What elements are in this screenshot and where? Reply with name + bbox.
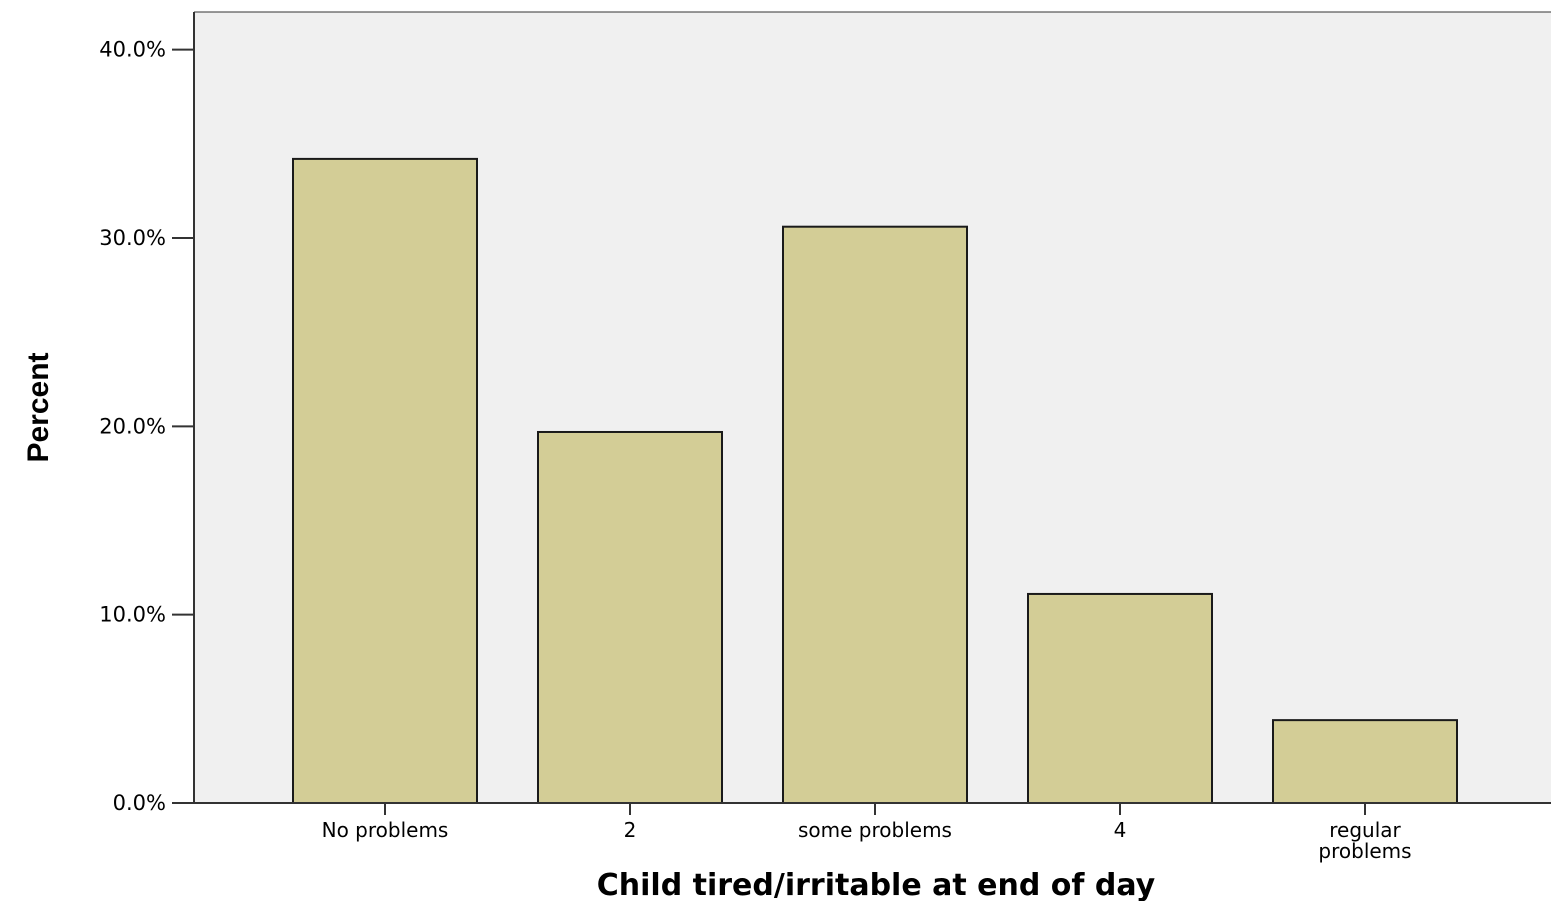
y-tick-label: 0.0% (113, 791, 166, 815)
x-tick-label: No problems (322, 818, 449, 842)
bar-2 (782, 225, 968, 804)
y-tick-label: 10.0% (99, 603, 166, 627)
bar-1 (537, 430, 723, 804)
x-ticks-group: No problems 2 some problems 4 regular problem… (322, 803, 1412, 863)
bar-0 (292, 157, 478, 804)
bar-3 (1027, 592, 1213, 805)
y-ticks-group: 0.0% 10.0% 20.0% 30.0% 40.0% (99, 38, 194, 815)
bar-4 (1272, 719, 1458, 805)
x-tick-label: regular problems (1318, 818, 1411, 863)
x-tick-label: some problems (798, 818, 952, 842)
x-tick-label: 2 (624, 818, 637, 842)
axes-group (193, 11, 1551, 804)
x-axis-label: Child tired/irritable at end of day (597, 868, 1156, 901)
y-axis-label: Percent (22, 352, 55, 462)
y-tick-label: 30.0% (99, 226, 166, 250)
x-tick-label: 4 (1114, 818, 1127, 842)
y-tick-label: 40.0% (99, 38, 166, 62)
y-tick-label: 20.0% (99, 414, 166, 438)
bars-group (292, 157, 1458, 805)
